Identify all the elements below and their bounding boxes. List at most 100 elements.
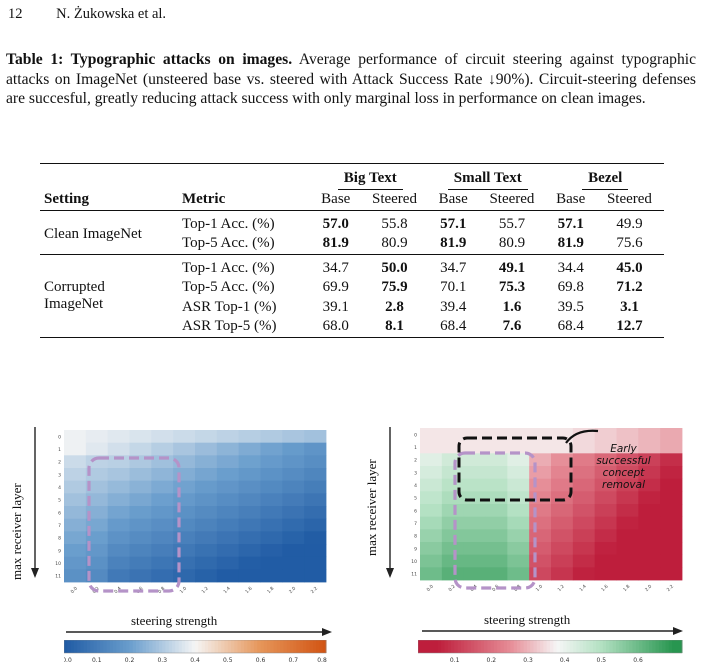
colorbar-tick: 0.8 — [317, 657, 327, 664]
heatmap-cell — [195, 455, 218, 469]
running-header: 12 N. Żukowska et al. — [8, 6, 166, 23]
heatmap-cell — [551, 542, 574, 556]
heatmap-cell — [129, 480, 152, 494]
y-tick-label: 2 — [58, 460, 61, 466]
heatmap-cell — [441, 504, 465, 518]
colorbar-tick: 0.5 — [223, 657, 233, 664]
heatmap-cell — [638, 529, 661, 543]
colorbar-segment — [540, 640, 544, 653]
heatmap-cell — [238, 506, 261, 520]
heatmap-cell — [507, 542, 530, 556]
annotation-line: concept — [602, 467, 645, 479]
colorbar-segment — [211, 640, 216, 653]
heatmap-cell — [638, 516, 661, 530]
heatmap-cell — [85, 468, 109, 482]
heatmap-cell — [660, 504, 683, 518]
heatmap-cell — [107, 556, 130, 570]
heatmap-cell — [660, 466, 683, 480]
heatmap-cell — [441, 529, 465, 543]
colorbar-segment — [639, 640, 643, 653]
colorbar-segment — [198, 640, 203, 653]
heatmap-cell — [638, 554, 661, 568]
heatmap-cell — [485, 554, 508, 568]
colorbar-segment — [589, 640, 594, 653]
heatmap-cell — [638, 478, 661, 492]
x-tick-label: 0.8 — [157, 586, 166, 595]
colorbar-segment — [286, 640, 291, 653]
heatmap-cell — [572, 542, 596, 556]
colorbar-segment — [533, 640, 538, 653]
heatmap-cell — [572, 567, 596, 581]
heatmap-cell — [463, 567, 486, 581]
heatmap-cell — [507, 466, 530, 480]
value-cell: 45.0 — [616, 259, 643, 276]
colorbar-segment — [635, 640, 640, 653]
heatmap-cell — [216, 531, 240, 545]
heatmap-cell — [660, 428, 683, 442]
heatmap-cell — [238, 480, 261, 494]
heatmap-cell — [594, 516, 617, 530]
right-colorbar: 0.1 0.2 0.3 0.4 0.5 0.6 — [418, 640, 683, 664]
colorbar-segment — [188, 640, 193, 653]
colorbar-segment — [625, 640, 630, 653]
heatmap-cell — [529, 567, 552, 581]
colorbar-segment — [592, 640, 597, 653]
heatmap-cell — [260, 430, 283, 444]
heatmap-cell — [282, 442, 305, 456]
y-tick-label: 11 — [411, 572, 417, 578]
heatmap-cell — [638, 504, 661, 518]
value-cell: 81.9 — [322, 235, 349, 252]
value-cell: 81.9 — [557, 235, 584, 252]
x-tick-label: 1.6 — [600, 584, 609, 593]
colorbar-segment — [312, 640, 317, 653]
y-tick-label: 11 — [55, 574, 61, 580]
value-cell: 1.6 — [502, 298, 522, 315]
colorbar-segment — [175, 640, 180, 653]
heatmap-cell — [551, 478, 574, 492]
colorbar-segment — [457, 640, 462, 653]
heatmap-cell — [64, 455, 87, 469]
heatmap-cell — [195, 531, 218, 545]
annotation-arrow — [565, 429, 599, 444]
colorbar-segment — [632, 640, 637, 653]
y-tick-label: 5 — [414, 496, 417, 502]
colorbar-segment — [191, 640, 196, 653]
heatmap-cell — [85, 506, 109, 520]
colorbar-segment — [583, 640, 587, 653]
heatmap-cell — [420, 529, 443, 543]
heatmap-cell — [304, 430, 327, 444]
heatmap-cell — [441, 466, 465, 480]
x-tick-label: 0.0 — [70, 586, 79, 595]
colorbar-segment — [655, 640, 660, 653]
heatmap-cell — [420, 542, 443, 556]
colorbar-segment — [497, 640, 501, 653]
left-colorbar: 0.0 0.1 0.2 0.3 0.4 0.5 0.6 0.7 0.8 — [64, 640, 327, 664]
colorbar-segment — [649, 640, 653, 653]
heatmap-cell — [282, 480, 305, 494]
colorbar-segment — [602, 640, 607, 653]
colorbar-segment — [155, 640, 160, 653]
colorbar-segment — [181, 640, 186, 653]
col-sub: Steered — [489, 191, 535, 208]
heatmap-cell — [195, 442, 218, 456]
colorbar-segment — [556, 640, 561, 653]
heatmap-cell — [304, 468, 327, 482]
value-cell: 50.0 — [381, 259, 408, 276]
heatmap-cell — [616, 478, 639, 492]
heatmap-cell — [238, 544, 261, 558]
colorbar-segment — [113, 640, 117, 653]
heatmap-cell — [129, 518, 152, 532]
colorbar-segment — [276, 640, 281, 653]
heatmap-cell — [64, 506, 87, 520]
colorbar-segment — [217, 640, 222, 653]
colorbar-tick: 0.5 — [597, 657, 607, 664]
heatmap-cell — [107, 468, 130, 482]
value-cell: 57.0 — [322, 215, 349, 232]
heatmap-cell — [594, 529, 617, 543]
colorbar-segment — [662, 640, 666, 653]
colorbar-segment — [234, 640, 239, 653]
heatmap-cell — [260, 493, 283, 507]
value-cell: 69.9 — [322, 279, 349, 296]
heatmap-cell — [507, 453, 530, 467]
